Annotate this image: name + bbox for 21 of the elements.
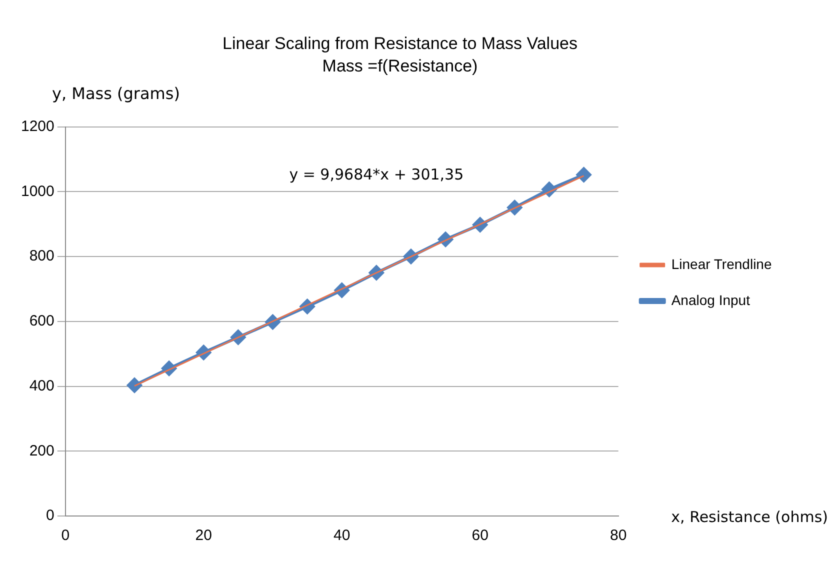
x-axis-title: x, Resistance (ohms) [671, 508, 828, 526]
legend-label: Linear Trendline [671, 256, 772, 272]
chart-title: Linear Scaling from Resistance to Mass Values [222, 34, 578, 53]
x-tick-label: 60 [472, 527, 488, 544]
y-tick-label: 800 [29, 248, 54, 265]
x-tick-label: 40 [334, 527, 350, 544]
y-tick-label: 1000 [20, 182, 54, 200]
y-tick-label: 600 [29, 312, 54, 330]
x-tick-label: 0 [61, 527, 70, 544]
point [126, 378, 142, 393]
x-tick-label: 20 [195, 527, 212, 544]
y-tick-label: 0 [46, 507, 54, 524]
point [576, 167, 592, 182]
y-tick-label: 1200 [20, 118, 54, 135]
y-tick-label: 400 [29, 377, 54, 394]
annotation: y = 9,9684*x + 301,35 [289, 166, 464, 184]
legend-label: Analog Input [671, 292, 750, 308]
x-tick-label: 80 [610, 527, 627, 544]
chart-subtitle: Mass =f(Resistance) [322, 56, 478, 76]
y-axis-title: y, Mass (grams) [52, 84, 180, 103]
y-tick-label: 200 [29, 442, 54, 460]
